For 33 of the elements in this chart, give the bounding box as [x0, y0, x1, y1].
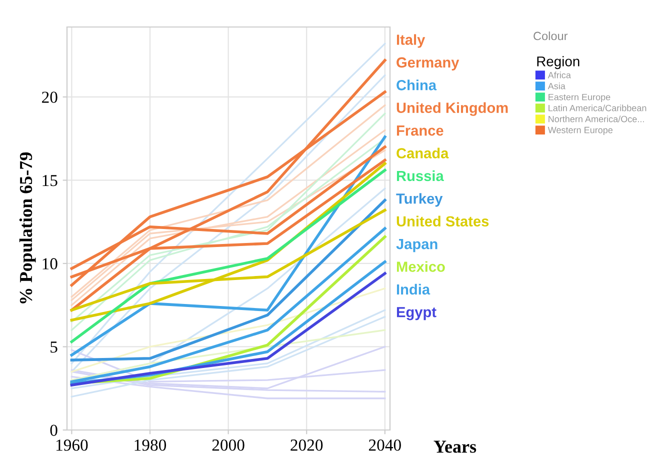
series-label: Japan [396, 239, 438, 252]
series-label: United States [396, 216, 489, 227]
text: China [396, 80, 437, 90]
y-tick-label: 5 [50, 342, 58, 353]
series-label: France [396, 126, 444, 136]
legend-label: Northern America/Oce... [548, 116, 644, 122]
series-label: Canada [396, 148, 449, 158]
series-label: Turkey [396, 193, 443, 207]
y-tick-label: 20 [42, 92, 58, 103]
legend-title: Region [537, 56, 580, 70]
series-label: Italy [396, 34, 426, 48]
series-label: Russia [396, 170, 444, 182]
legend-label: Western Europe [548, 126, 613, 136]
x-tick-label: 2040 [368, 440, 401, 451]
text: Colour [534, 32, 568, 40]
x-tick-label: 2020 [290, 440, 323, 451]
legend-label: Eastern Europe [548, 94, 610, 102]
x-tick-label: 1980 [134, 440, 166, 451]
x-axis-title: Years [434, 440, 476, 453]
legend-label: Latin America/Caribbean [548, 104, 646, 112]
series-label: Germany [396, 57, 460, 70]
text: Egypt [396, 307, 436, 320]
text: United Kingdom [396, 102, 508, 116]
y-tick-label: 0 [50, 424, 58, 436]
y-tick-label: 15 [42, 174, 58, 186]
y-axis-title: % Population 65-79 [19, 152, 36, 304]
y-tick-label: 10 [42, 258, 58, 270]
series-label: India [396, 284, 430, 295]
legend-label: Africa [548, 72, 571, 78]
x-tick-label: 2000 [212, 440, 244, 451]
series-label: Mexico [396, 261, 445, 272]
x-tick-label: 1960 [56, 440, 88, 451]
legend-label: Asia [548, 82, 566, 90]
